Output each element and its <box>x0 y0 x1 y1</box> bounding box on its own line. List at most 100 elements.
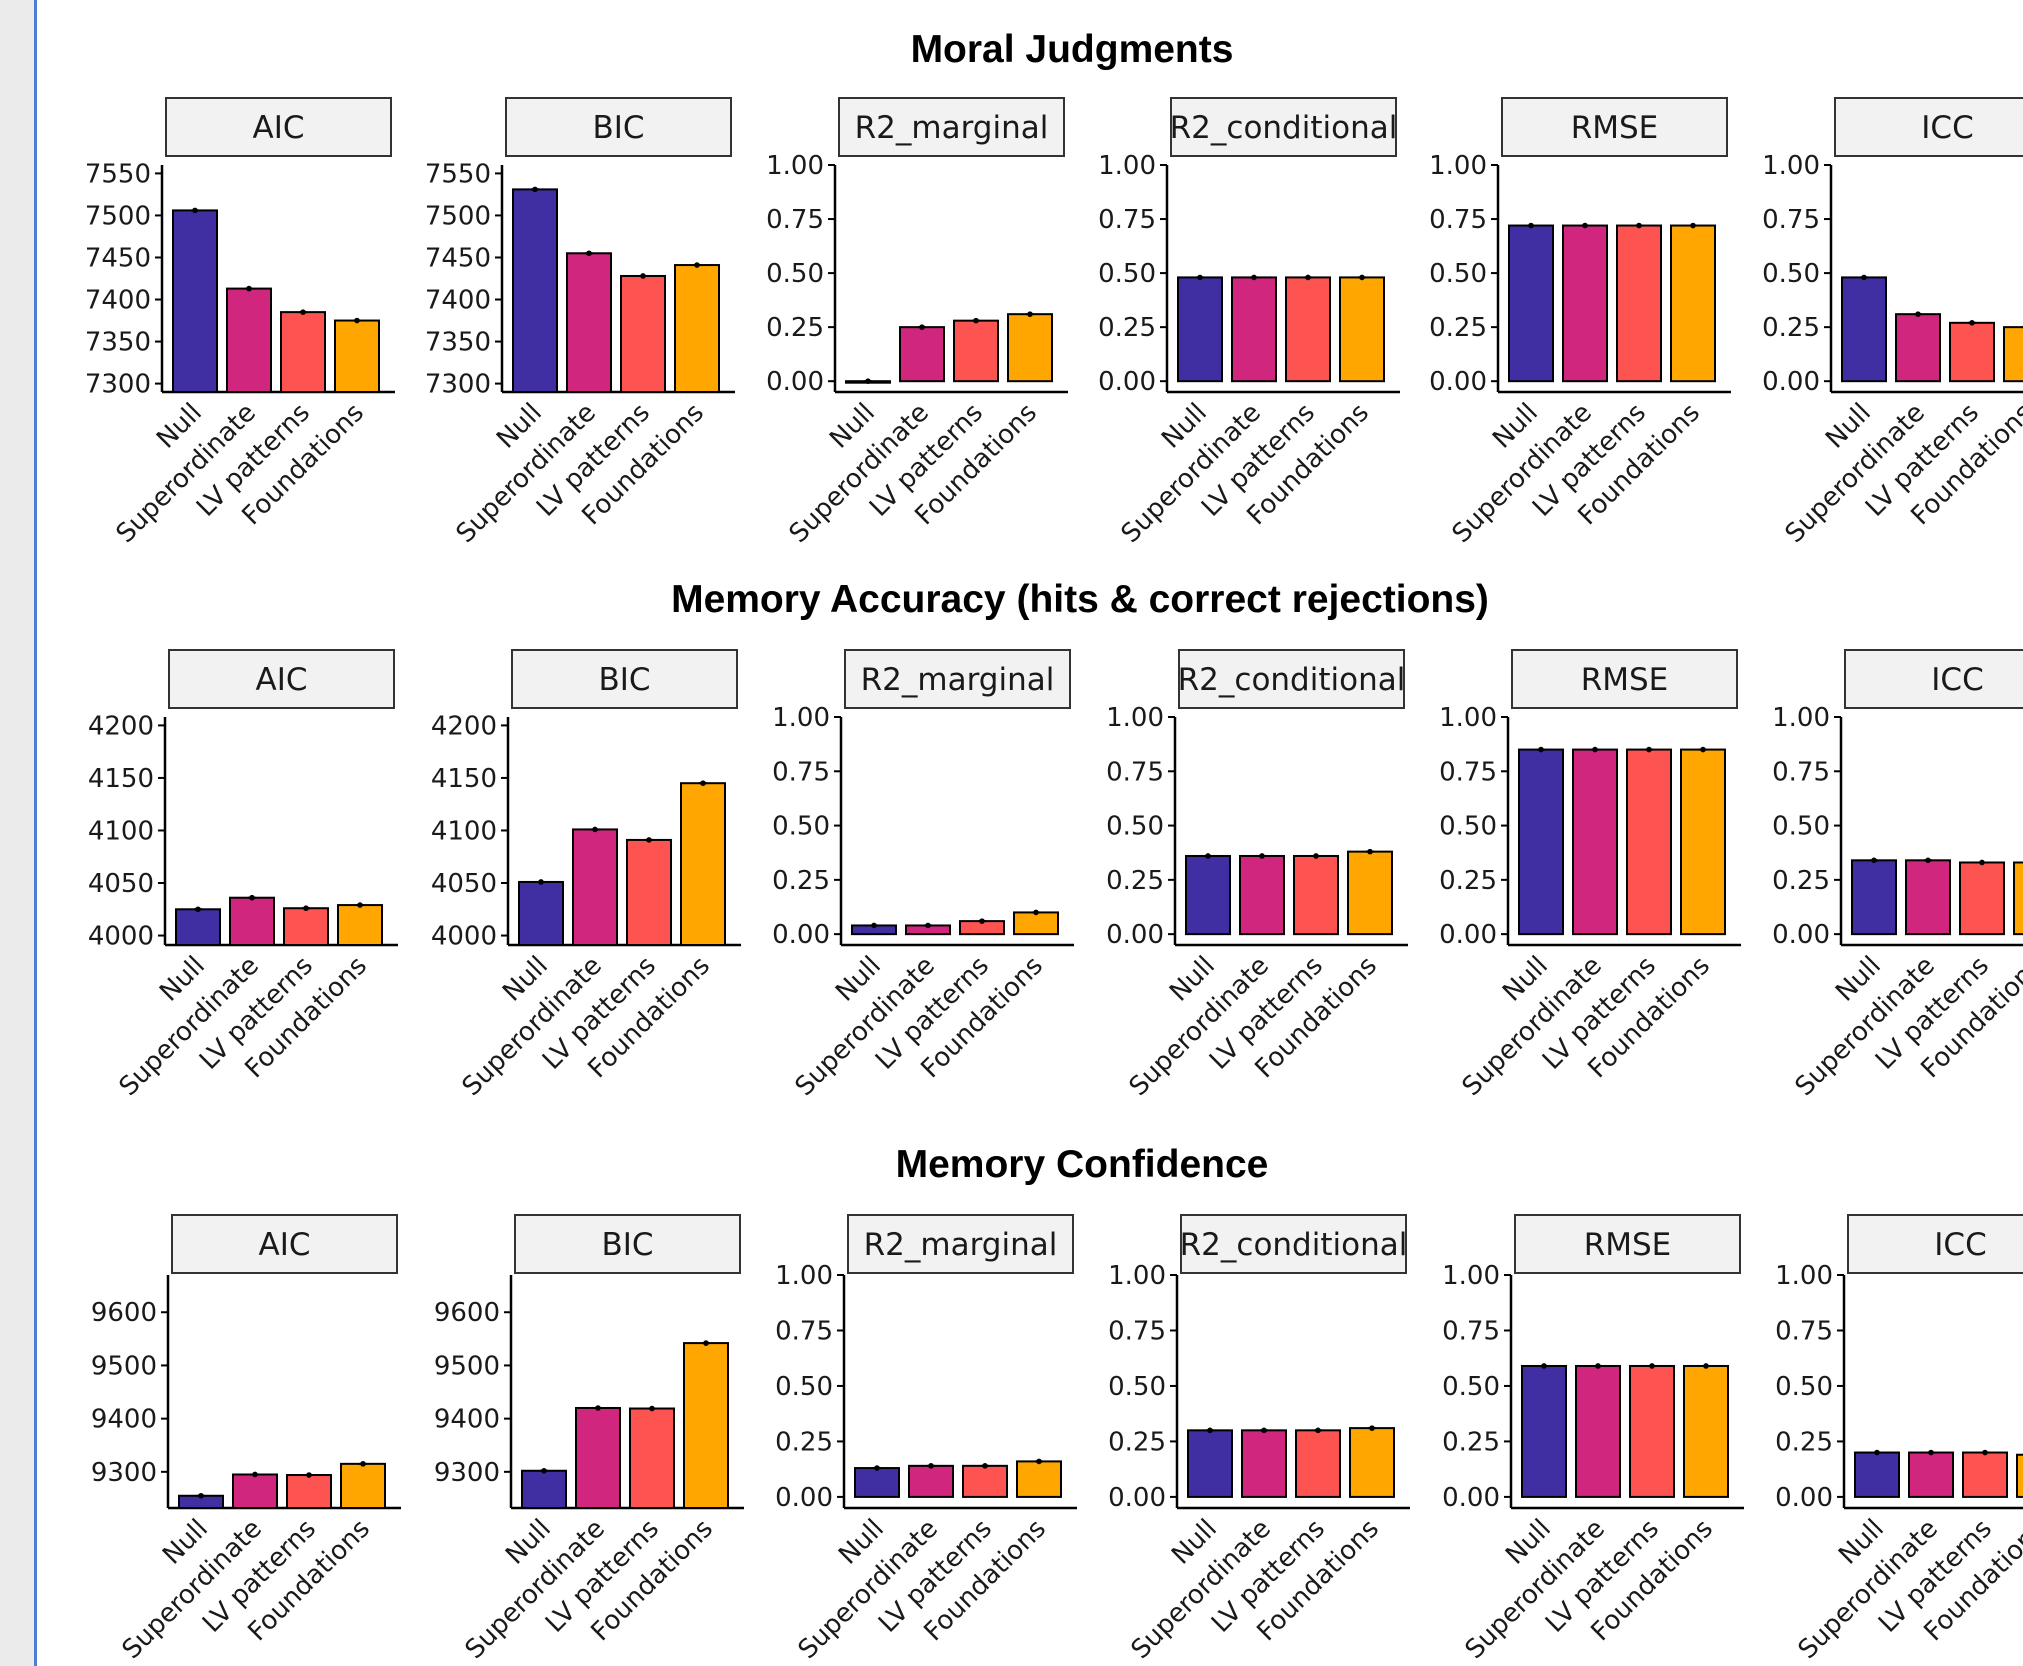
y-tick-label: 0.25 <box>1775 1427 1833 1457</box>
panel-r2-conditional: R2_conditional0.000.250.500.751.00NullSu… <box>1098 97 1400 549</box>
facet-strip-icc <box>1844 649 2023 709</box>
y-tick-label: 0.25 <box>1429 313 1487 343</box>
facet-label-bic: BIC <box>598 662 650 698</box>
y-tick-label: 7500 <box>425 201 491 231</box>
facet-label-icc: ICC <box>1921 110 1973 146</box>
section-title-moral-judgments: Moral Judgments <box>911 28 1234 71</box>
panel-r2-marginal: R2_marginal0.000.250.500.751.00NullSuper… <box>766 97 1068 549</box>
facet-label-aic: AIC <box>253 110 305 146</box>
y-tick-label: 0.75 <box>1442 1316 1500 1346</box>
y-tick-label: 0.00 <box>766 367 824 397</box>
bar-bic-lv-patterns <box>626 838 672 946</box>
y-tick-label: 1.00 <box>1762 151 1820 181</box>
point-estimate <box>1027 311 1033 317</box>
facet-strip-icc <box>1847 1214 2023 1274</box>
bar-bic-superordinate <box>572 828 618 946</box>
y-tick-label: 0.25 <box>775 1427 833 1457</box>
y-tick-label: 0.75 <box>1108 1316 1166 1346</box>
bar-aic-lv-patterns <box>286 1474 332 1510</box>
bar-r2-conditional-foundations <box>1347 850 1393 936</box>
bar-rmse-superordinate <box>1572 748 1618 936</box>
point-estimate <box>973 317 979 324</box>
point-estimate <box>1690 222 1696 229</box>
panel-r2-conditional: R2_conditional0.000.250.500.751.00NullSu… <box>1108 1214 1410 1665</box>
point-estimate <box>982 1463 988 1469</box>
point-estimate <box>306 1472 312 1478</box>
panel-rmse: RMSE0.000.250.500.751.00NullSuperordinat… <box>1429 97 1731 549</box>
point-estimate <box>1874 1449 1880 1456</box>
bar-rmse-foundations <box>1680 748 1726 936</box>
y-tick-label: 4150 <box>88 764 154 794</box>
y-tick-label: 0.75 <box>1106 757 1164 787</box>
y-tick-label: 0.00 <box>1429 367 1487 397</box>
y-tick-label: 4200 <box>88 711 154 741</box>
point-estimate <box>925 922 931 929</box>
bar-rmse-foundations <box>1683 1364 1729 1498</box>
facet-label-icc: ICC <box>1931 662 1983 698</box>
bar-r2-marginal-lv-patterns <box>953 319 999 383</box>
bar-aic-null <box>175 908 221 946</box>
y-tick-label: 1.00 <box>1106 703 1164 733</box>
point-estimate <box>586 250 592 257</box>
y-tick-label: 0.75 <box>1772 757 1830 787</box>
bar-bic-null <box>518 880 564 946</box>
y-tick-label: 0.00 <box>1106 920 1164 950</box>
point-estimate <box>1033 909 1039 916</box>
y-tick-label: 4100 <box>431 816 497 846</box>
point-estimate <box>300 309 306 315</box>
bar-icc-superordinate <box>1895 313 1941 383</box>
y-tick-label: 9400 <box>434 1405 500 1435</box>
facet-label-bic: BIC <box>592 110 644 146</box>
point-estimate <box>1369 1425 1375 1431</box>
y-tick-label: 1.00 <box>1772 703 1830 733</box>
y-tick-label: 0.00 <box>1442 1483 1500 1513</box>
panel-aic: AIC730073507400745075007550NullSuperordi… <box>85 97 395 549</box>
y-tick-label: 7300 <box>425 370 491 400</box>
point-estimate <box>1313 853 1319 859</box>
y-tick-label: 0.50 <box>1775 1372 1833 1402</box>
y-tick-label: 0.75 <box>772 757 830 787</box>
point-estimate <box>919 324 925 330</box>
y-tick-label: 1.00 <box>1442 1261 1500 1291</box>
point-estimate <box>1925 857 1931 864</box>
y-tick-label: 7300 <box>85 370 151 400</box>
bar-aic-superordinate <box>226 287 272 394</box>
facet-label-r2-conditional: R2_conditional <box>1170 110 1398 146</box>
point-estimate <box>1367 848 1373 855</box>
point-estimate <box>1982 1449 1988 1456</box>
y-tick-label: 1.00 <box>775 1261 833 1291</box>
facet-strip-bic <box>514 1214 741 1274</box>
point-estimate <box>1036 1458 1042 1465</box>
y-tick-label: 0.00 <box>1775 1483 1833 1513</box>
y-tick-label: 9300 <box>434 1458 500 1488</box>
point-estimate <box>1207 1427 1213 1434</box>
point-estimate <box>694 262 700 268</box>
y-tick-label: 0.50 <box>766 259 824 289</box>
y-tick-label: 0.75 <box>1775 1316 1833 1346</box>
y-tick-label: 0.25 <box>1108 1427 1166 1457</box>
bar-rmse-superordinate <box>1562 224 1608 383</box>
point-estimate <box>1979 859 1985 866</box>
y-tick-label: 0.75 <box>1439 757 1497 787</box>
y-tick-label: 0.75 <box>1762 205 1820 235</box>
y-tick-label: 0.00 <box>772 920 830 950</box>
y-tick-label: 0.25 <box>1098 313 1156 343</box>
bar-rmse-lv-patterns <box>1616 224 1662 383</box>
point-estimate <box>1197 274 1203 281</box>
y-tick-label: 9500 <box>434 1351 500 1381</box>
bar-aic-foundations <box>334 319 380 394</box>
facet-strip-r2-marginal <box>847 1214 1074 1274</box>
y-tick-label: 0.00 <box>1762 367 1820 397</box>
point-estimate <box>592 826 598 833</box>
point-estimate <box>874 1465 880 1471</box>
y-tick-label: 0.50 <box>1098 259 1156 289</box>
panel-aic: AIC40004050410041504200NullSuperordinate… <box>88 649 398 1102</box>
facet-strip-aic <box>171 1214 398 1274</box>
facet-label-aic: AIC <box>259 1227 311 1263</box>
point-estimate <box>700 780 706 786</box>
bar-r2-conditional-superordinate <box>1231 276 1277 383</box>
facet-label-icc: ICC <box>1934 1227 1986 1263</box>
panel-r2-marginal: R2_marginal0.000.250.500.751.00NullSuper… <box>772 649 1074 1102</box>
bar-icc-null <box>1854 1451 1900 1498</box>
y-tick-label: 4100 <box>88 816 154 846</box>
